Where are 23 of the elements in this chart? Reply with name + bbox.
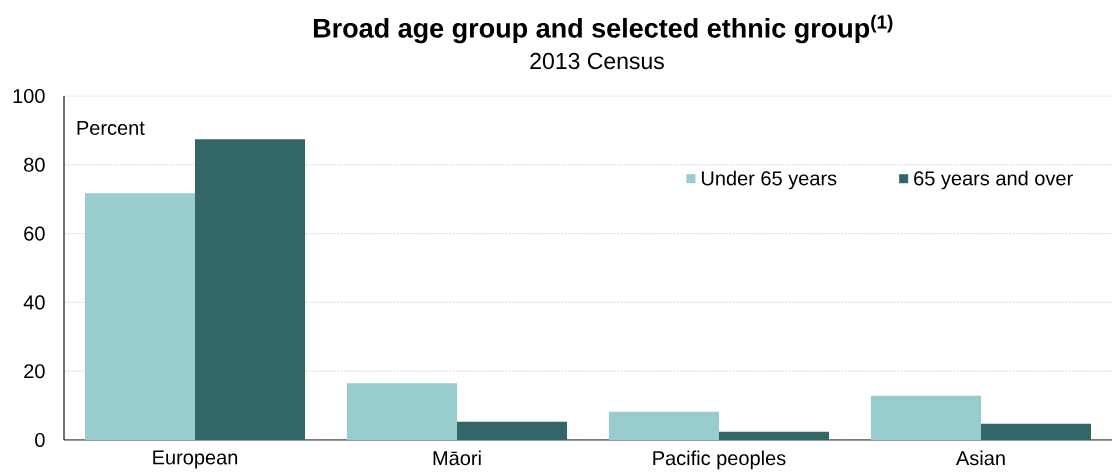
bar: [346, 383, 457, 440]
bar: [718, 431, 830, 440]
y-tick-label: 20: [24, 364, 45, 379]
x-tick-label: Pacific peoples: [653, 450, 786, 470]
legend-label: Under 65 years: [701, 170, 837, 190]
y-tick-label: 100: [13, 88, 45, 104]
bar: [84, 193, 195, 440]
y-tick-label: 40: [23, 295, 45, 310]
bar: [608, 411, 719, 440]
y-tick-label: 0: [35, 432, 45, 448]
x-tick-label: European: [153, 450, 238, 469]
legend-label: 65 years and over: [914, 170, 1073, 190]
y-tick-label: 60: [24, 226, 45, 241]
bar: [457, 421, 568, 440]
chart-subtitle: 2013 Census: [530, 52, 664, 70]
x-tick-label: Māori: [433, 450, 481, 466]
chart-title: Broad age group and selected ethnic group$^{(1)}$: [313, 14, 893, 44]
y-axis-title: Percent: [77, 121, 145, 135]
bar: [870, 395, 981, 440]
x-tick-label: Asian: [956, 450, 1005, 466]
y-tick-label: 80: [24, 157, 45, 172]
bar: [195, 139, 306, 440]
bar: [980, 423, 1092, 440]
